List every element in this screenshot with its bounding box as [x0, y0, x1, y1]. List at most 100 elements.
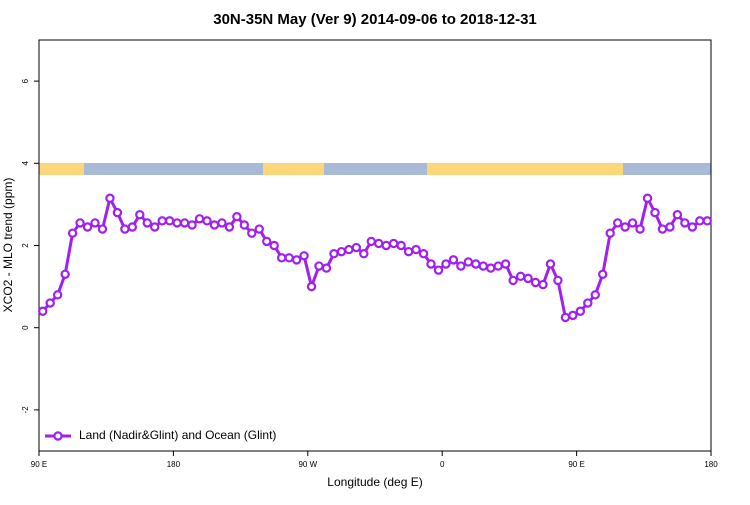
data-point [269, 240, 279, 251]
x-tick-label: 180 [167, 460, 181, 469]
data-point [553, 275, 563, 286]
data-point [359, 249, 369, 259]
data-point [291, 255, 302, 265]
y-tick-label: 6 [21, 78, 30, 83]
data-point [67, 228, 78, 238]
data-point [463, 257, 474, 267]
data-point [418, 249, 429, 259]
data-point [75, 218, 85, 228]
data-point [336, 246, 347, 257]
data-point [500, 259, 511, 269]
x-tick-label: 0 [440, 460, 445, 469]
land-band [39, 163, 84, 175]
data-point [120, 224, 130, 234]
data-point [635, 224, 645, 234]
data-point [179, 218, 190, 228]
data-point [351, 242, 362, 253]
data-point [523, 273, 533, 284]
data-point [441, 259, 451, 269]
x-axis-label: Longitude (deg E) [327, 475, 422, 489]
data-point [105, 193, 115, 203]
y-tick-label: 2 [21, 243, 30, 248]
data-point [388, 238, 399, 249]
data-point [321, 263, 332, 273]
data-point [172, 218, 182, 228]
data-point [306, 281, 317, 292]
legend-label: Land (Nadir&Glint) and Ocean (Glint) [79, 428, 276, 442]
data-point [90, 218, 100, 228]
data-point [448, 255, 459, 265]
data-point [411, 244, 421, 255]
data-point [217, 218, 227, 228]
data-point [299, 251, 309, 261]
data-point [374, 238, 384, 249]
data-point [232, 212, 242, 222]
data-point [545, 259, 556, 269]
data-point [687, 222, 698, 232]
data-point [702, 216, 712, 226]
data-point [150, 222, 160, 232]
data-point [202, 216, 212, 226]
data-point [135, 209, 145, 220]
x-tick-label: 90 E [568, 460, 584, 469]
ocean-band [324, 163, 427, 175]
data-point [396, 240, 406, 251]
y-tick-label: -2 [21, 406, 30, 414]
data-point [642, 193, 653, 203]
data-point [52, 290, 63, 300]
data-point [224, 222, 235, 232]
data-point [672, 209, 683, 220]
data-point [366, 236, 376, 247]
ocean-band [623, 163, 711, 175]
data-point [620, 222, 630, 232]
data-point [493, 261, 503, 271]
data-point [329, 249, 339, 259]
data-point [209, 220, 220, 230]
land-band [263, 163, 324, 175]
data-point [590, 290, 600, 300]
data-point [426, 259, 436, 269]
data-point [471, 259, 481, 269]
data-point [627, 218, 638, 228]
data-point [97, 224, 108, 234]
data-point [142, 218, 152, 228]
data-point [112, 207, 123, 218]
data-point [508, 275, 518, 286]
data-point [612, 218, 623, 228]
data-point [157, 216, 167, 226]
y-tick-label: 0 [21, 325, 30, 330]
y-tick-label: 4 [21, 161, 30, 166]
data-point [568, 310, 578, 321]
data-point [560, 312, 571, 323]
data-point [403, 246, 414, 257]
data-point [456, 261, 466, 271]
data-point [45, 298, 55, 308]
data-point [194, 214, 205, 224]
data-point [381, 240, 391, 251]
data-point [598, 269, 608, 279]
data-point [486, 263, 496, 273]
data-point [515, 271, 526, 282]
data-point [187, 220, 197, 230]
data-point [433, 265, 444, 275]
data-point [82, 222, 93, 232]
data-point [478, 261, 488, 271]
data-point [538, 279, 548, 290]
data-point [695, 216, 705, 226]
data-point [276, 253, 287, 263]
data-point [314, 261, 324, 271]
x-tick-label: 180 [704, 460, 718, 469]
data-point [254, 224, 264, 234]
data-point [575, 306, 586, 316]
land-band [427, 163, 623, 175]
data-point [60, 269, 70, 279]
ocean-band [84, 163, 263, 175]
legend-marker [53, 431, 63, 441]
data-point [530, 277, 541, 288]
chart-title: 30N-35N May (Ver 9) 2014-09-06 to 2018-1… [213, 11, 537, 28]
y-axis-label: XCO2 - MLO trend (ppm) [1, 178, 15, 313]
data-point [164, 216, 175, 226]
data-point [605, 228, 615, 238]
data-point [247, 228, 257, 238]
